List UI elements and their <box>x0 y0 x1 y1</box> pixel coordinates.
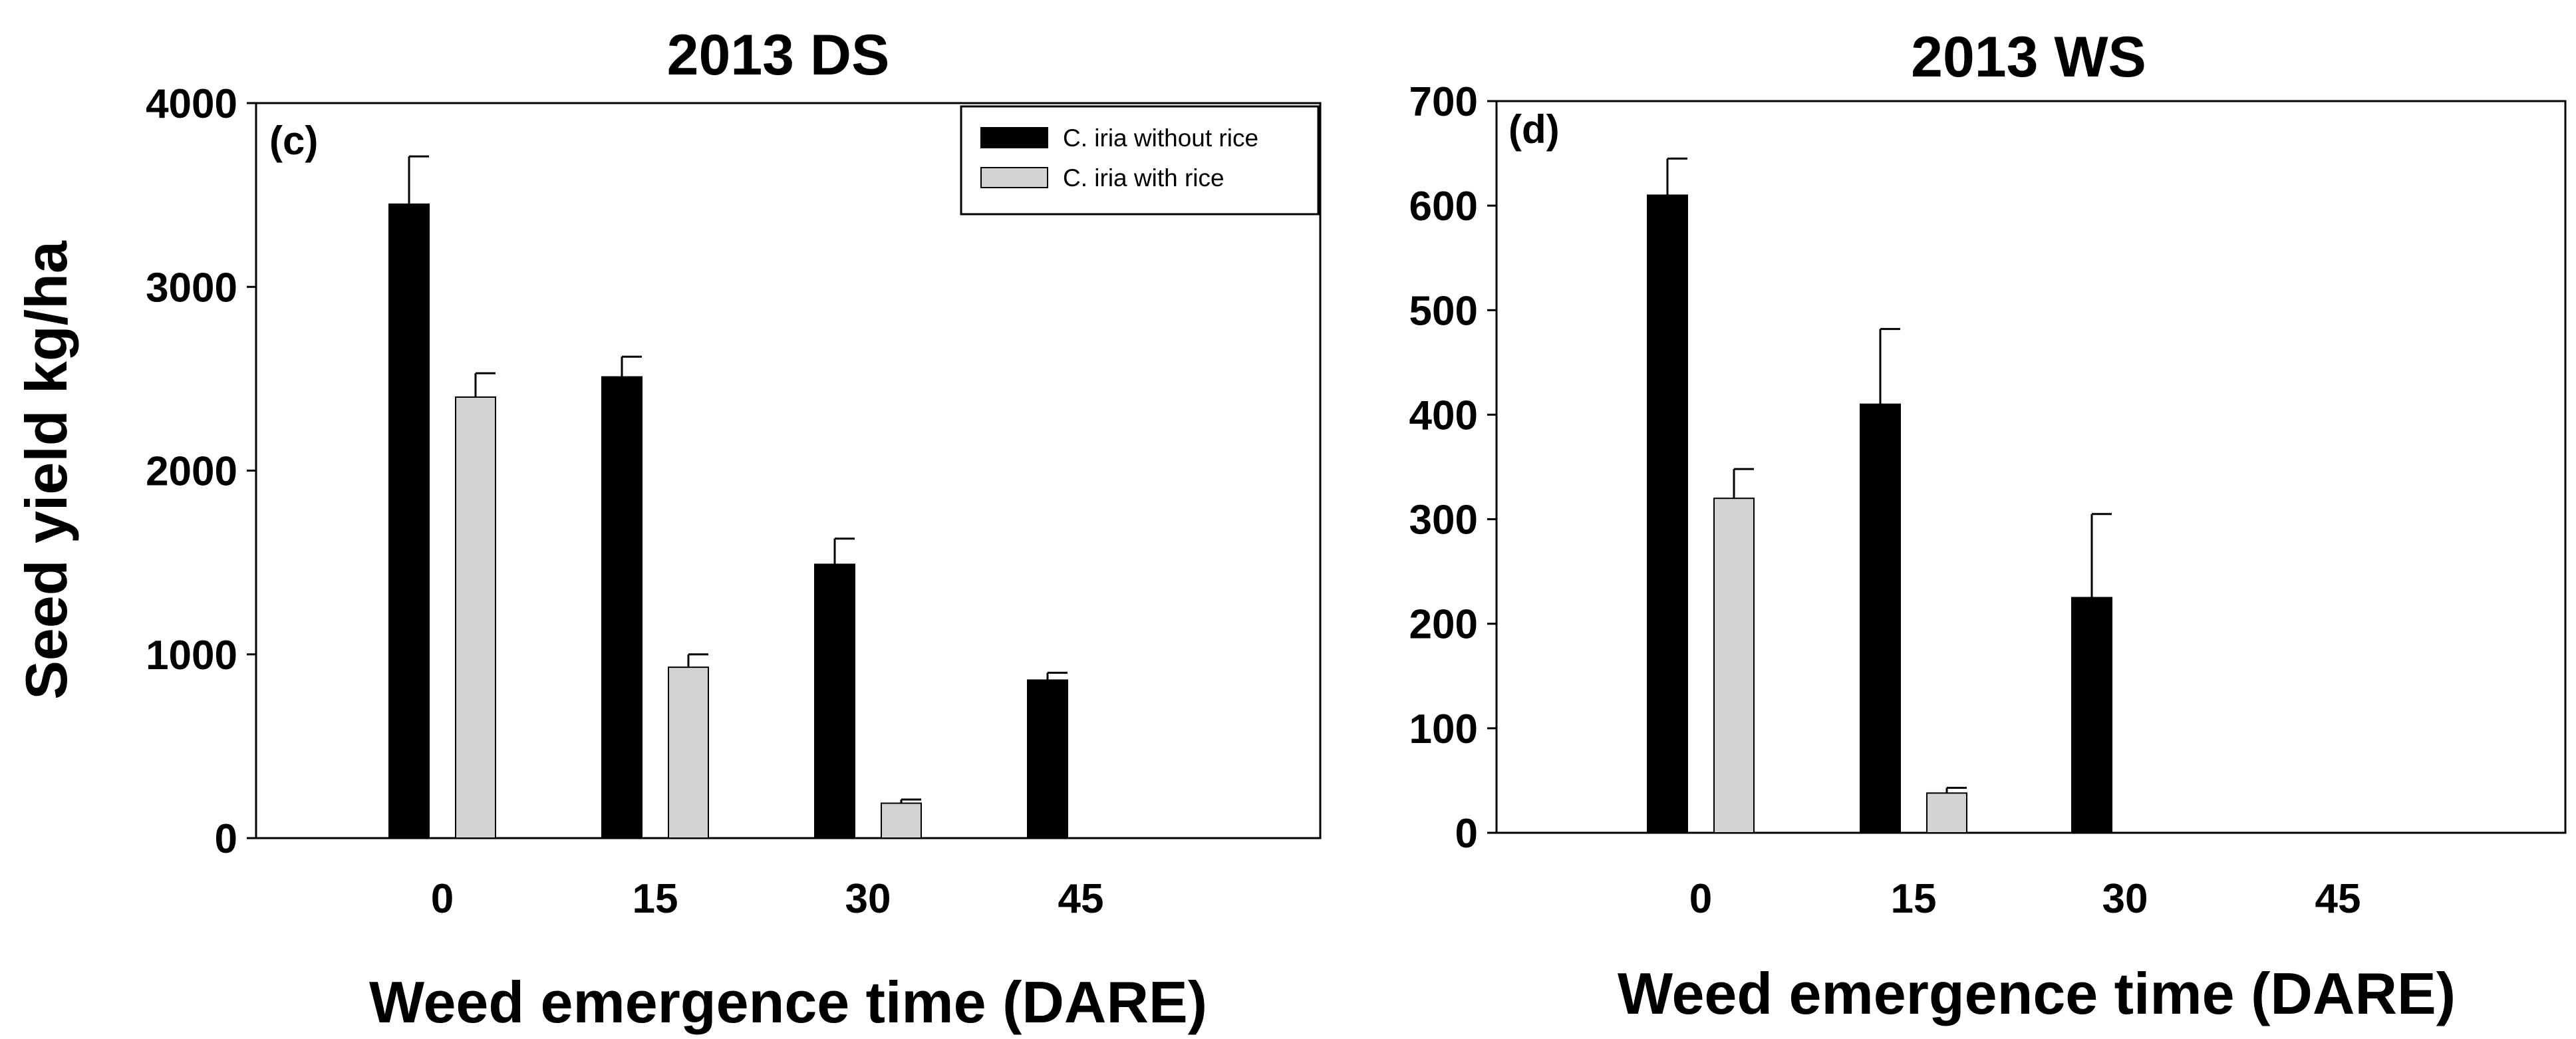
bars <box>1647 157 2112 834</box>
x-axis-label: Weed emergence time (DARE) <box>1618 961 2456 1026</box>
y-tick-label: 100 <box>1409 706 1478 752</box>
plot-frame <box>1495 100 2567 834</box>
bar-without-rice <box>388 203 430 839</box>
panel-label: (d) <box>1508 107 1560 152</box>
legend-swatch-with-rice <box>980 167 1048 188</box>
legend-label-without-rice: C. iria without rice <box>1063 124 1258 152</box>
bar-with-rice <box>1713 498 1755 834</box>
y-tick-label: 300 <box>1409 498 1478 543</box>
y-axis-label: Seed yield kg/ha <box>13 240 79 700</box>
legend: C. iria without rice C. iria with rice <box>960 105 1320 216</box>
legend-swatch-without-rice <box>980 127 1048 148</box>
x-tick-label: 30 <box>2102 876 2148 922</box>
y-ticks: 0 100 200 300 400 500 600 700 <box>1409 79 1497 857</box>
bar-with-rice <box>881 802 922 839</box>
bar-with-rice <box>1926 792 1967 834</box>
x-tick-label: 30 <box>845 876 891 922</box>
y-tick-label: 0 <box>1455 811 1478 857</box>
x-ticks: 0 15 30 45 <box>431 876 1104 922</box>
bar-without-rice <box>1647 194 1688 833</box>
x-tick-label: 0 <box>1689 876 1712 922</box>
x-tick-label: 45 <box>1058 876 1104 922</box>
bar-with-rice <box>668 667 709 839</box>
legend-label-with-rice: C. iria with rice <box>1063 164 1224 192</box>
y-tick-label: 3000 <box>146 265 237 311</box>
x-tick-label: 45 <box>2315 876 2361 922</box>
bar-without-rice <box>1027 679 1068 839</box>
legend-frame <box>960 105 1320 216</box>
y-tick-label: 200 <box>1409 602 1478 648</box>
y-tick-label: 700 <box>1409 79 1478 125</box>
x-tick-label: 15 <box>633 876 678 922</box>
bar-with-rice <box>455 396 496 839</box>
y-tick-label: 400 <box>1409 392 1478 438</box>
y-tick-label: 600 <box>1409 184 1478 229</box>
y-tick-label: 4000 <box>146 81 237 127</box>
y-tick-label: 500 <box>1409 288 1478 334</box>
y-tick-label: 2000 <box>146 449 237 495</box>
y-tick-label: 1000 <box>146 633 237 678</box>
panel-label: (c) <box>269 118 318 163</box>
y-tick-label: 0 <box>215 816 237 862</box>
bar-without-rice <box>814 563 855 839</box>
bar-without-rice <box>601 376 643 839</box>
x-tick-label: 15 <box>1891 876 1937 922</box>
bar-without-rice <box>1860 403 1901 833</box>
y-ticks: 0 1000 2000 3000 4000 <box>146 81 256 862</box>
x-axis-label: Weed emergence time (DARE) <box>369 969 1207 1035</box>
chart-panel-c: 2013 DS (c) Seed yield kg/ha Weed emerge… <box>13 23 1322 1035</box>
bar-without-rice <box>2071 597 2112 834</box>
bars <box>388 155 1068 839</box>
x-tick-label: 0 <box>431 876 454 922</box>
x-ticks: 0 15 30 45 <box>1689 876 2361 922</box>
chart-panel-d: 2013 WS (d) Weed emergence time (DARE) 0… <box>1409 25 2567 1026</box>
chart-title: 2013 WS <box>1911 25 2146 89</box>
chart-title: 2013 DS <box>667 23 890 87</box>
